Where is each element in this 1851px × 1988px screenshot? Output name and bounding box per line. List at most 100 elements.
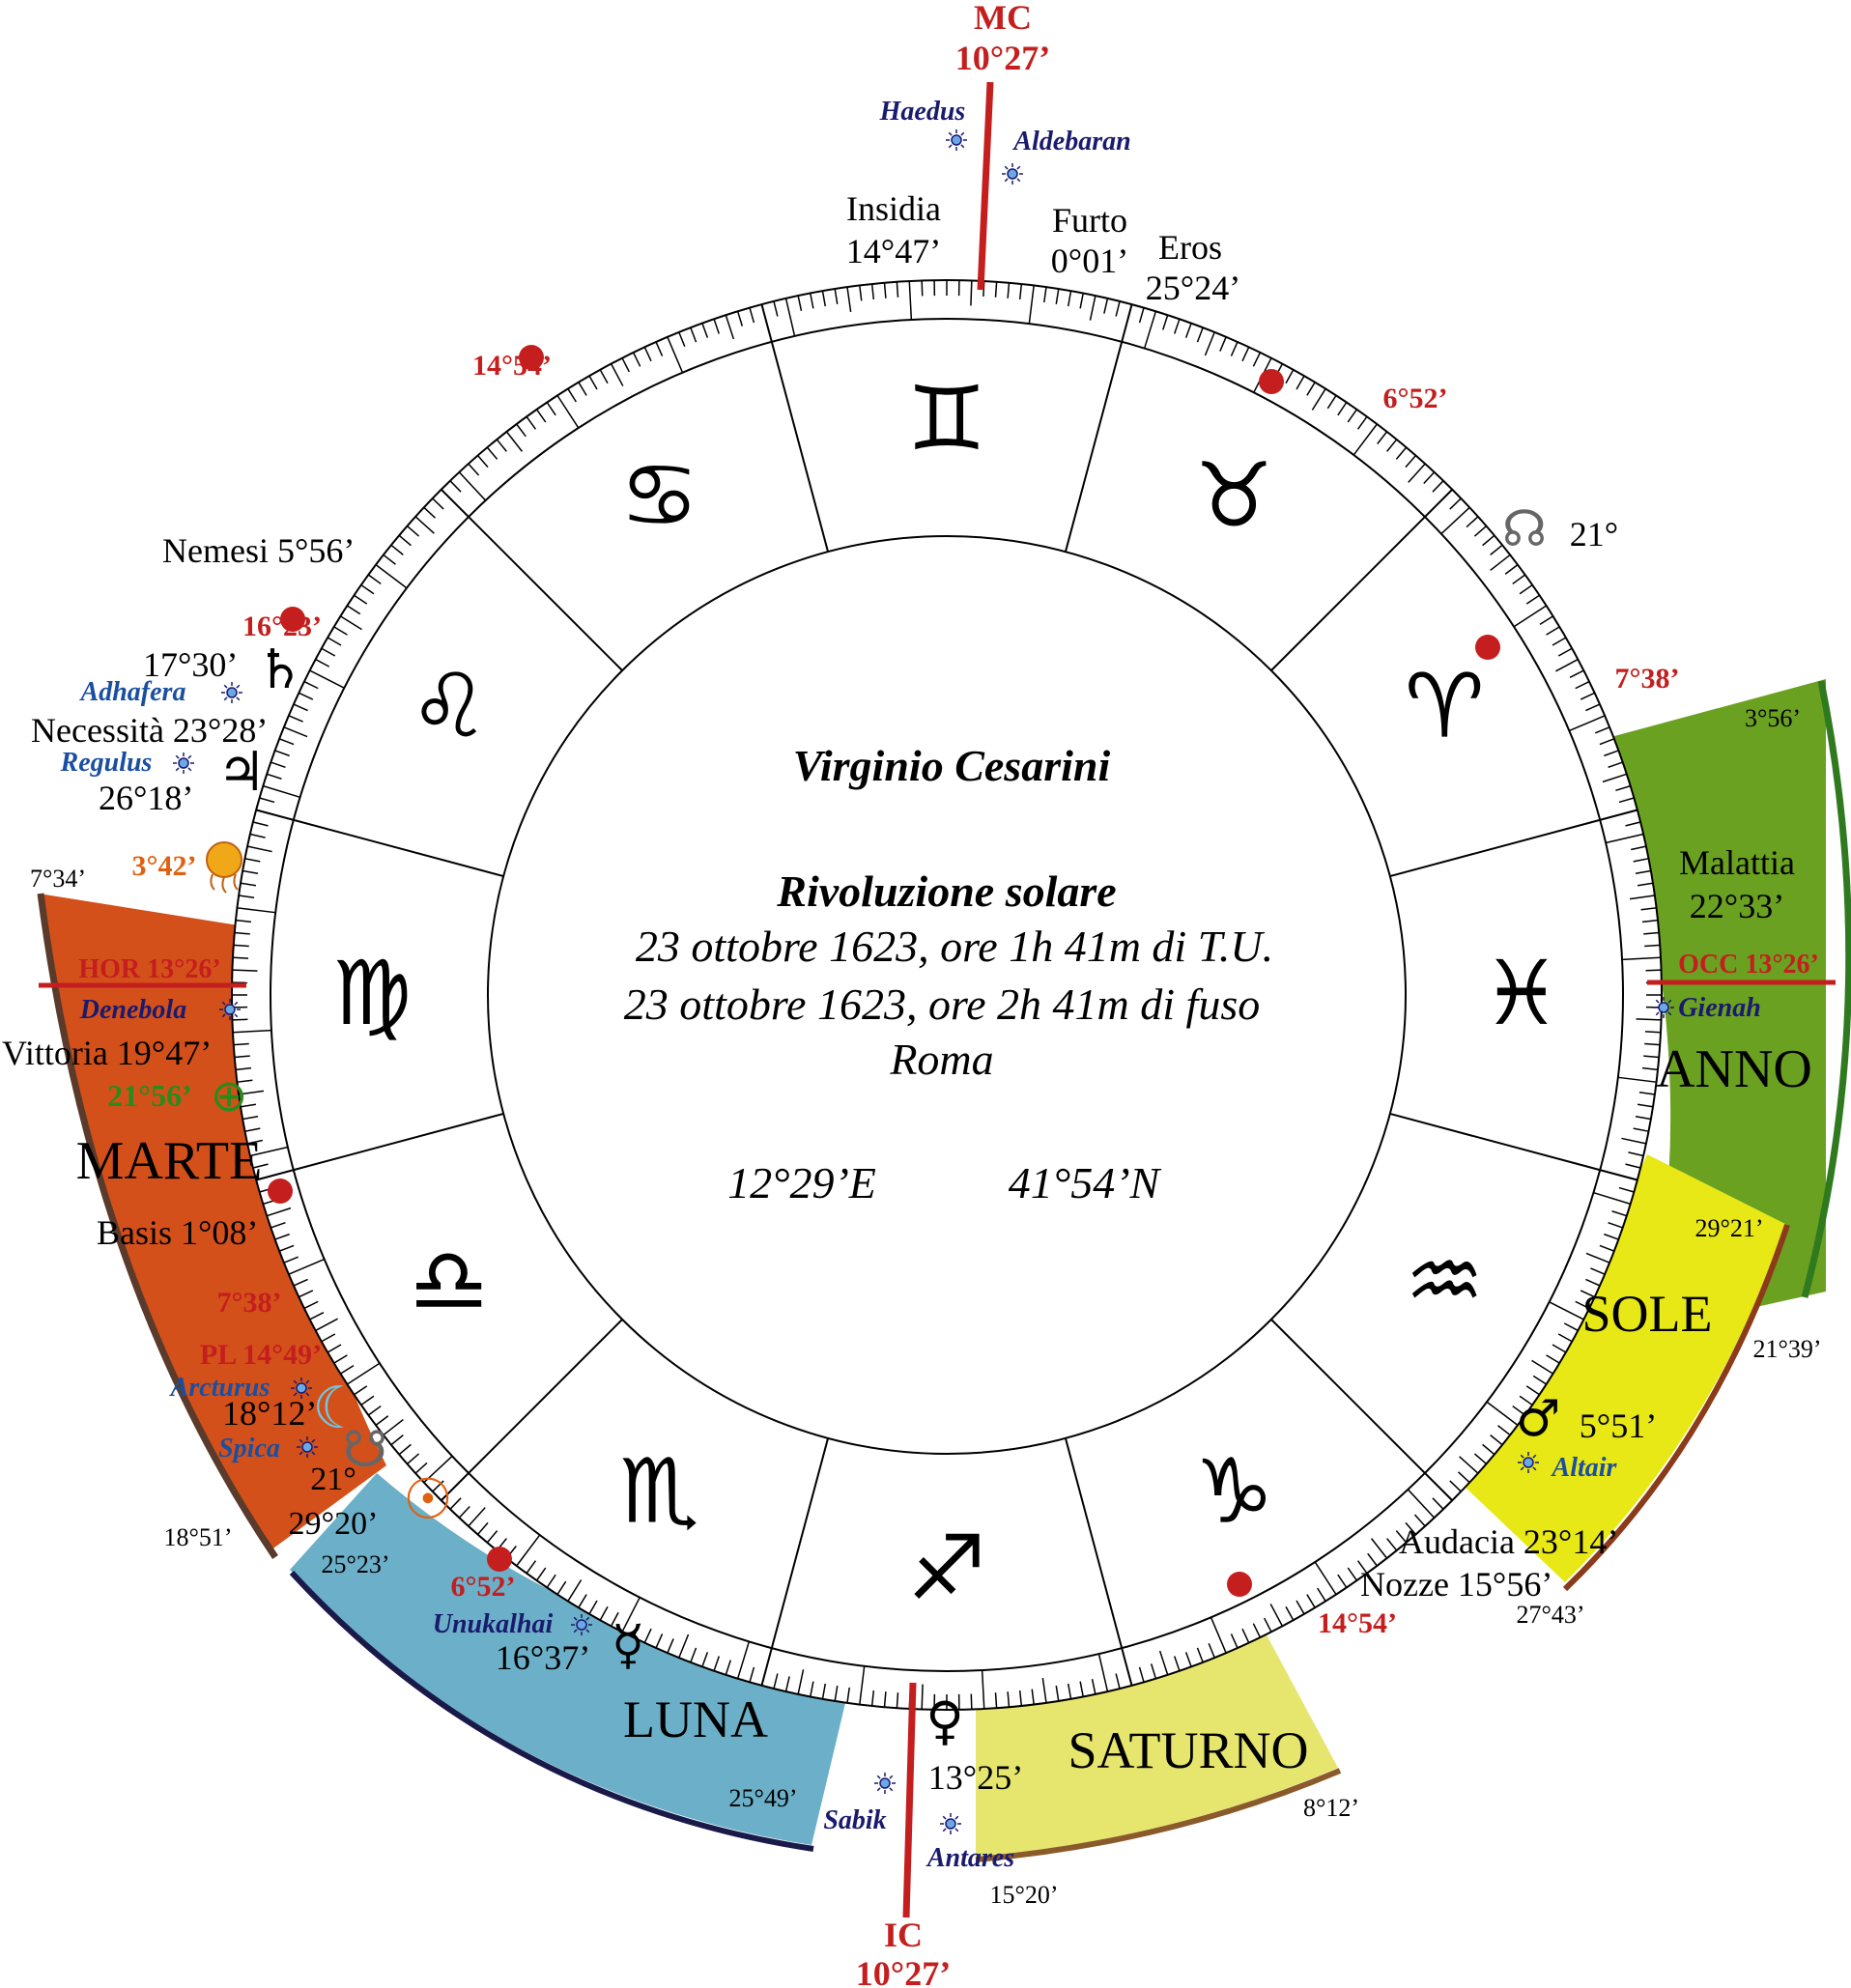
lot-eros-degree: 25°24’ [1146, 269, 1240, 307]
degree-tick [1466, 516, 1479, 528]
ic-degree: 10°27’ [856, 1954, 951, 1988]
degree-tick [599, 1605, 609, 1621]
date-ut: 23 ottobre 1623, ore 1h 41m di T.U. [636, 922, 1273, 971]
sector-sole-edge [1562, 1224, 1790, 1592]
degree-tick [1353, 423, 1378, 456]
degree-tick [578, 1594, 587, 1608]
degree-tick [599, 369, 609, 384]
degree-tick [632, 352, 641, 367]
degree-tick [1617, 1076, 1657, 1083]
degree-tick [346, 605, 361, 615]
anno-start: 3°56’ [1745, 704, 1801, 732]
degree-tick [299, 692, 314, 700]
sign-divider [1270, 1319, 1453, 1501]
degree-tick [303, 1300, 319, 1310]
sector-anno-edge [1801, 680, 1851, 1298]
degree-tick [1007, 282, 1011, 298]
cusp-dot-5 [268, 1179, 293, 1204]
luna-start: 25°49’ [728, 1784, 797, 1812]
degree-tick [1103, 298, 1109, 314]
degree-tick [1531, 1359, 1553, 1375]
degree-tick [883, 282, 887, 298]
degree-tick [1490, 544, 1503, 555]
degree-tick [1252, 1623, 1262, 1638]
degree-tick [283, 726, 308, 738]
degree-tick [1219, 336, 1227, 352]
planets: ♄ 17°30’ ♃ 26°18’ 3°42’ ⊕ 21°56’ ☾ 18°12… [99, 500, 1657, 1797]
degree-tick [340, 1365, 355, 1375]
zodiac-signs: ♊ ♉ ♈ ♓ ♒ ♑ ♐ ♏ ♎ ♍ ♌ ♋ [332, 367, 1561, 1620]
degree-tick [271, 761, 286, 768]
star-icon [219, 999, 241, 1020]
star-icon [291, 1377, 312, 1399]
sign-taurus-icon: ♉ [1194, 444, 1273, 548]
star-icon [221, 682, 242, 703]
degree-tick [274, 1233, 290, 1240]
sign-divider [1064, 1437, 1133, 1687]
north-node-degree: 21° [1570, 515, 1618, 554]
degree-tick [249, 1146, 289, 1157]
degree-tick [588, 375, 598, 390]
degree-tick [908, 280, 913, 320]
degree-tick [1143, 311, 1157, 349]
degree-tick [846, 1687, 850, 1703]
degree-tick [797, 296, 803, 311]
degree-tick [1552, 1344, 1567, 1353]
cusp-label-6: 6°52’ [451, 1571, 516, 1603]
degree-tick [1625, 821, 1641, 827]
degree-tick [360, 583, 375, 595]
degree-tick [1089, 296, 1096, 321]
degree-tick [810, 1681, 814, 1697]
degree-tick [1407, 1489, 1436, 1519]
anno-end: 21°39’ [1752, 1335, 1821, 1363]
degree-tick [1067, 1683, 1072, 1699]
south-node-icon: ☋ [343, 1421, 387, 1479]
vortex-icon [206, 841, 242, 894]
degree-tick [458, 1505, 470, 1519]
degree-tick [288, 1258, 325, 1275]
degree-tick [870, 283, 875, 300]
degree-tick [1602, 773, 1628, 783]
sector-anno [1604, 679, 1826, 1331]
lot-insidia: Insidia [846, 189, 941, 228]
moon-icon: ☾ [312, 1375, 364, 1442]
degree-tick [1615, 784, 1631, 792]
degree-tick [701, 323, 709, 338]
degree-tick [1633, 858, 1649, 863]
degree-tick [784, 1676, 790, 1692]
degree-tick [407, 525, 420, 537]
degree-tick [1643, 1055, 1660, 1059]
degree-tick [1635, 869, 1651, 875]
cusp-label-3: 7°38’ [1615, 663, 1680, 695]
saturno-end: 15°20’ [989, 1881, 1058, 1909]
degree-tick [1196, 1647, 1204, 1663]
degree-tick [1512, 1405, 1526, 1416]
degree-tick [1629, 895, 1655, 900]
degree-tick [834, 1685, 839, 1702]
degree-tick [1018, 283, 1023, 300]
degree-tick [1644, 1042, 1661, 1046]
degree-tick [713, 319, 720, 334]
sign-divider [1389, 1112, 1638, 1181]
star-regulus: Regulus [60, 748, 153, 778]
degree-tick [237, 1079, 253, 1083]
degree-tick [505, 431, 524, 452]
degree-tick [1079, 293, 1084, 309]
degree-tick [1569, 715, 1606, 732]
fixed-stars: Haedus Aldebaran Adhafera Regulus Denebo… [60, 97, 1761, 1873]
degree-tick [266, 1207, 292, 1217]
degree-tick [1552, 637, 1567, 646]
degree-tick [1631, 845, 1646, 851]
lot-nemesi: Nemesi 5°56’ [162, 531, 355, 570]
star-icon [940, 1813, 961, 1834]
degree-tick [859, 1665, 866, 1705]
degree-tick [655, 1633, 664, 1649]
degree-tick [1356, 1560, 1368, 1575]
degree-tick [1497, 1425, 1511, 1436]
degree-tick [398, 534, 412, 547]
degree-tick [233, 944, 249, 948]
saturn-degree: 17°30’ [143, 645, 238, 684]
sector-marte-edge [37, 893, 278, 1559]
degree-tick [921, 280, 924, 297]
degree-tick [390, 1434, 404, 1446]
